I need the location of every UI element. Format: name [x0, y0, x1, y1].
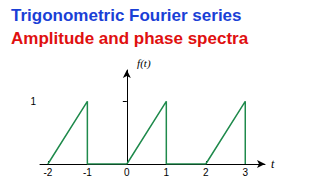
svg-text:Amplitude and phase spectra: Amplitude and phase spectra — [11, 29, 249, 48]
svg-text:0: 0 — [124, 167, 130, 178]
svg-text:-2: -2 — [43, 167, 52, 178]
svg-text:1: 1 — [164, 167, 170, 178]
svg-text:-1: -1 — [83, 167, 92, 178]
svg-text:1: 1 — [30, 96, 36, 107]
svg-text:2: 2 — [203, 167, 209, 178]
svg-text:Trigonometric Fourier series: Trigonometric Fourier series — [11, 6, 242, 25]
svg-text:t: t — [271, 157, 275, 171]
svg-text:f(t): f(t) — [137, 57, 151, 70]
svg-text:3: 3 — [242, 167, 248, 178]
